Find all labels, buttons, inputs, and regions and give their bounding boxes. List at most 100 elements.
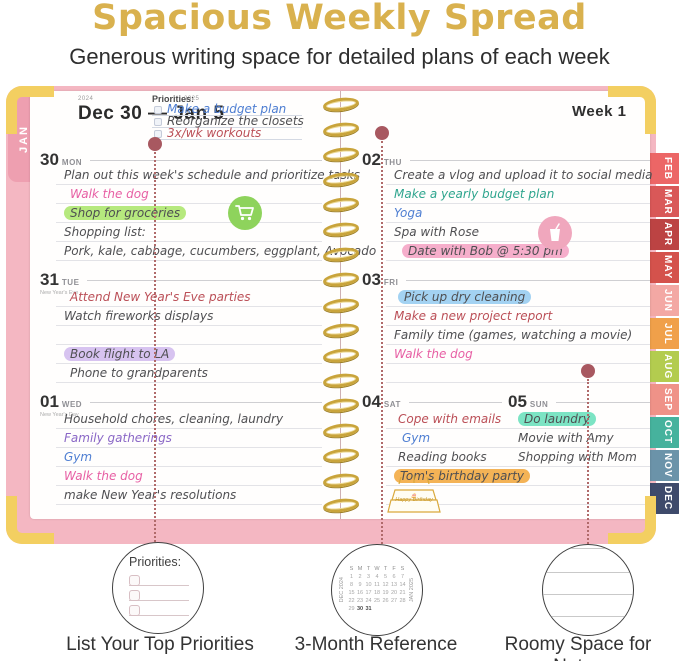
priority-item: 3x/wk workouts: [152, 126, 302, 140]
entry-row: Gym: [386, 429, 504, 448]
corner-protector: [608, 86, 656, 134]
date-range: Dec 30 — Jan 5: [78, 103, 225, 124]
entry-row: Family gatherings: [56, 429, 322, 448]
day-section-mon: 30 MON Plan out this week's schedule and …: [40, 150, 376, 261]
entry-text: Create a vlog and upload it to social me…: [394, 168, 653, 182]
entry-text: Walk the dog: [64, 469, 143, 483]
entry-row: Family time (games, watching a movie): [386, 326, 650, 345]
callout-label-priorities: List Your Top Priorities: [66, 634, 254, 655]
drink-icon: [538, 216, 572, 250]
day-section-fri: 03 FRI Pick up dry cleaning Make a new pro…: [362, 270, 650, 383]
entry-text: Shopping with Mom: [518, 450, 637, 464]
entry-row: Household chores, cleaning, laundry: [56, 410, 322, 429]
priority-text: 3x/wk workouts: [167, 126, 262, 140]
callout-label-calendar: 3-Month Reference: [294, 634, 458, 655]
spiral-coil: [322, 346, 360, 364]
spiral-binding: [322, 95, 360, 515]
entry-row: Phone to grandparents: [56, 364, 322, 383]
day-entries: Pick up dry cleaning Make a new project r…: [386, 288, 650, 383]
callout-dot-calendar: [375, 126, 389, 140]
year-end: 2025: [184, 96, 200, 102]
entry-text: Family time (games, watching a movie): [394, 328, 633, 342]
priority-text: Make a budget plan: [167, 102, 287, 116]
spiral-coil: [322, 471, 360, 490]
entry-row: Walk the dog: [56, 185, 322, 204]
entry-row: Reading books: [386, 448, 504, 467]
callout-priority-row: [129, 601, 189, 616]
entry-text: Walk the dog: [70, 187, 149, 201]
entry-row: Spa with Rose: [386, 223, 650, 242]
cake-text: Happy Birthday: [395, 497, 433, 503]
priority-item: Reorganize the closets: [152, 115, 304, 128]
month-tabs: FEB MAR APR MAY JUN JUL AUG SEP OCT NOV DEC: [650, 153, 679, 514]
spiral-coil: [322, 396, 360, 414]
entry-row: Make a new project report: [386, 307, 650, 326]
entry-text: make New Year's resolutions: [64, 488, 237, 502]
planner-cover: JAN FEB MAR APR MAY JUN JUL AUG SEP OCT NOV DEC 20…: [6, 86, 679, 544]
day-number: 03: [362, 270, 381, 289]
entry-row: Do laundry: [510, 410, 650, 429]
day-weekday: FRI: [383, 278, 399, 287]
entry-row: make New Year's resolutions: [56, 486, 322, 505]
entry-row: Pork, kale, cabbage, cucumbers, eggplant…: [56, 242, 376, 261]
priorities-label: Priorities:: [152, 94, 195, 104]
spiral-coil: [322, 171, 360, 189]
entry-text: Plan out this week's schedule and priori…: [64, 168, 360, 182]
week-label: Week 1: [572, 103, 627, 120]
entry-row: Book flight to LA: [56, 345, 322, 364]
day-weekday: TUE: [61, 278, 80, 287]
callout-line-calendar: [381, 141, 383, 544]
entry-text: Phone to grandparents: [70, 366, 208, 380]
entry-row: Attend New Year's Eve parties: [56, 288, 322, 307]
day-number: 01: [40, 392, 59, 411]
callout-circle-calendar: DEC 2024 S M T W T F S 1 2 3 4 5 6 7 8 9 10 11 12 13 14 15 16 1…: [331, 544, 423, 636]
spiral-coil: [322, 145, 360, 164]
day-weekday: MON: [61, 158, 83, 167]
callout-priorities-title: Priorities:: [129, 555, 182, 569]
callout-minical: S M T W T F S 1 2 3 4 5 6 7 8 9 10 11 12 13 14 15 16 17 18 19 20 21…: [348, 566, 406, 612]
callout-cal-right-label: JAN 2025: [408, 577, 415, 603]
day-section-thu: 02 THU Create a vlog and upload it to soc…: [362, 150, 653, 261]
priorities-block: Priorities: Make a budget plan Reorganize…: [152, 94, 304, 140]
entry-row: Watch fireworks displays: [56, 307, 322, 326]
entry-text: Gym: [64, 450, 93, 464]
entry-text: Date with Bob @ 5:30 pm: [402, 244, 569, 258]
entry-row: Date with Bob @ 5:30 pm: [386, 242, 650, 261]
entry-text: Household chores, cleaning, laundry: [64, 412, 284, 426]
day-entries: Household chores, cleaning, laundry Famil…: [56, 410, 322, 510]
shopping-cart-icon: [228, 196, 262, 230]
day-number: 30: [40, 150, 59, 169]
day-entries: Plan out this week's schedule and priori…: [56, 166, 376, 261]
spiral-coil: [322, 371, 360, 389]
month-tab-may: MAY: [650, 252, 679, 283]
month-tab-jun: JUN: [650, 285, 679, 316]
priority-checkbox: [129, 575, 140, 586]
entry-text: Family gatherings: [64, 431, 172, 445]
entry-row: Movie with Amy: [510, 429, 650, 448]
spiral-coil: [322, 296, 360, 314]
callout-circle-notes: [542, 544, 634, 636]
spine-divider: [340, 91, 341, 519]
entry-row: [386, 364, 650, 383]
day-section-sat: 04 SAT Cope with emails Gym Reading books To…: [362, 392, 531, 483]
day-weekday: SAT: [383, 400, 401, 409]
callout-priorities-rows: [113, 571, 203, 616]
spiral-coil: [322, 446, 360, 465]
month-tab-sep: SEP: [650, 384, 679, 415]
corner-protector: [608, 496, 656, 544]
spiral-coil: [322, 321, 360, 339]
callout-circle-priorities: Priorities:: [112, 542, 204, 634]
entry-text: Movie with Amy: [518, 431, 614, 445]
day-number: 31: [40, 270, 59, 289]
spiral-coil: [322, 421, 360, 439]
entry-text: Make a yearly budget plan: [394, 187, 555, 201]
month-tab-aug: AUG: [650, 351, 679, 382]
entry-row: Shop for groceries: [56, 204, 322, 223]
day-number: 02: [362, 150, 381, 169]
spiral-coil: [322, 120, 360, 139]
callout-cal-left-label: DEC 2024: [339, 577, 346, 603]
entry-row: Cope with emails: [386, 410, 504, 429]
day-entries: Create a vlog and upload it to social me…: [386, 166, 653, 261]
entry-row: Make a yearly budget plan: [386, 185, 650, 204]
